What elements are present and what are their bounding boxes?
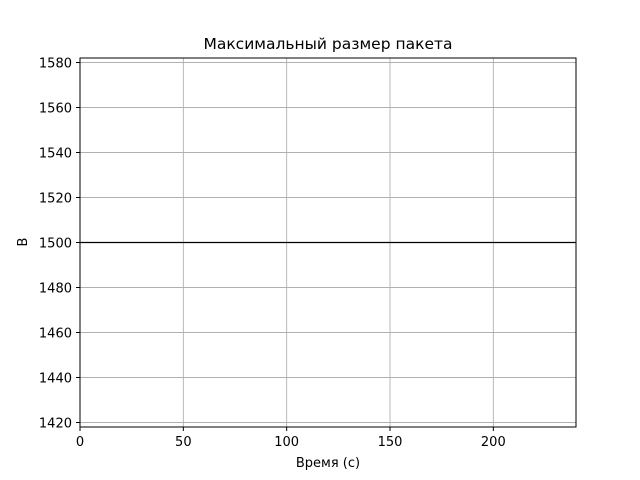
x-tick-label-2: 100 — [274, 435, 299, 450]
y-tick-label-8: 1580 — [39, 57, 72, 72]
x-axis-label: Время (с) — [296, 456, 360, 471]
y-axis: 1420 1440 1460 1480 1500 1520 1540 1560 1580 — [39, 57, 80, 432]
x-tick-label-0: 0 — [76, 435, 84, 450]
x-tick-label-3: 150 — [378, 435, 403, 450]
y-tick-label-4: 1500 — [39, 237, 72, 252]
y-tick-label-1: 1440 — [39, 372, 72, 387]
y-tick-label-3: 1480 — [39, 282, 72, 297]
x-tick-label-1: 50 — [175, 435, 192, 450]
y-tick-label-5: 1520 — [39, 192, 72, 207]
x-tick-label-4: 200 — [481, 435, 506, 450]
chart-title: Максимальный размер пакета — [203, 35, 452, 53]
y-tick-label-6: 1540 — [39, 147, 72, 162]
y-axis-label: B — [16, 238, 31, 247]
y-tick-label-0: 1420 — [39, 417, 72, 432]
y-tick-label-7: 1560 — [39, 102, 72, 117]
y-tick-label-2: 1460 — [39, 327, 72, 342]
x-axis: 0 50 100 150 200 — [76, 427, 506, 450]
